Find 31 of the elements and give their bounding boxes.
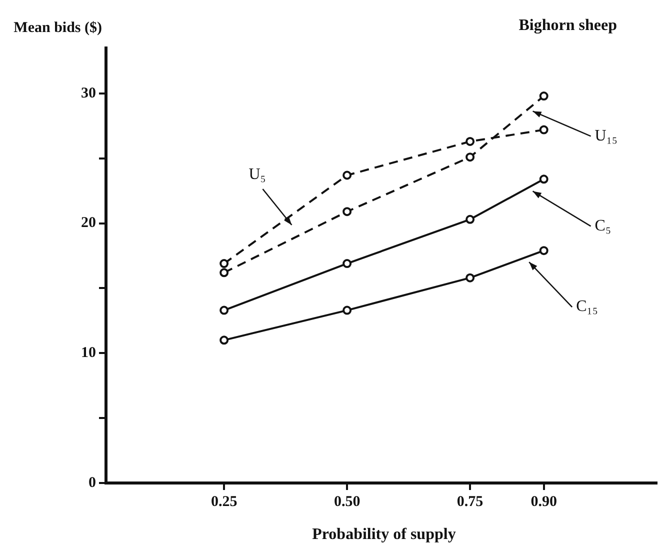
y-tick-label: 30 <box>81 85 96 102</box>
point <box>220 268 229 278</box>
y-tick-label: 20 <box>81 215 96 232</box>
point <box>466 152 475 162</box>
point <box>539 125 548 134</box>
text: U₁₅ <box>594 127 618 144</box>
point <box>539 246 548 256</box>
x-tick-label: 0.75 <box>456 494 484 510</box>
text: C₁₅ <box>576 298 598 316</box>
point <box>539 92 548 101</box>
point <box>220 259 229 268</box>
point <box>466 136 475 146</box>
point <box>342 306 352 315</box>
point <box>342 259 352 268</box>
y-axis-title: Mean bids ($) <box>14 20 102 36</box>
x-tick-label: 0.50 <box>334 494 360 510</box>
point <box>539 174 548 184</box>
point <box>342 207 352 216</box>
y-tick-label: 10 <box>81 345 96 362</box>
x-tick-label: 0.90 <box>530 494 557 510</box>
point <box>342 170 352 180</box>
text: U₅ <box>248 166 266 184</box>
x-tick-label: 0.25 <box>210 494 238 510</box>
point <box>466 273 475 282</box>
y-tick-label: 0 <box>88 474 96 491</box>
point <box>220 336 229 345</box>
x-axis-title: Probability of supply <box>312 526 456 544</box>
chart-title: Bighorn sheep <box>518 17 618 34</box>
point <box>220 306 229 315</box>
point <box>466 214 475 224</box>
text: C₅ <box>594 217 612 234</box>
